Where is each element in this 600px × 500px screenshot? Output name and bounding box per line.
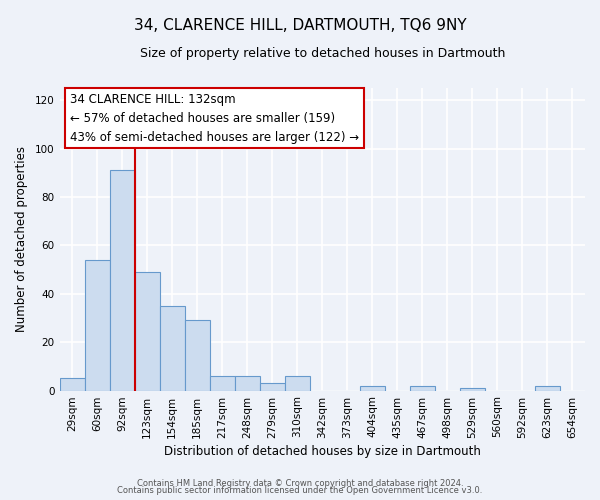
Text: Contains HM Land Registry data © Crown copyright and database right 2024.: Contains HM Land Registry data © Crown c…: [137, 478, 463, 488]
Bar: [110, 170, 134, 390]
Bar: [85, 260, 110, 390]
Bar: [209, 376, 235, 390]
Y-axis label: Number of detached properties: Number of detached properties: [15, 146, 28, 332]
Bar: [185, 320, 209, 390]
Text: 34, CLARENCE HILL, DARTMOUTH, TQ6 9NY: 34, CLARENCE HILL, DARTMOUTH, TQ6 9NY: [134, 18, 466, 32]
Bar: [260, 384, 285, 390]
Bar: [235, 376, 260, 390]
Text: 34 CLARENCE HILL: 132sqm
← 57% of detached houses are smaller (159)
43% of semi-: 34 CLARENCE HILL: 132sqm ← 57% of detach…: [70, 92, 359, 144]
Bar: [410, 386, 435, 390]
Bar: [59, 378, 85, 390]
Text: Contains public sector information licensed under the Open Government Licence v3: Contains public sector information licen…: [118, 486, 482, 495]
Bar: [134, 272, 160, 390]
Bar: [460, 388, 485, 390]
Bar: [160, 306, 185, 390]
Bar: [360, 386, 385, 390]
X-axis label: Distribution of detached houses by size in Dartmouth: Distribution of detached houses by size …: [164, 444, 481, 458]
Title: Size of property relative to detached houses in Dartmouth: Size of property relative to detached ho…: [140, 48, 505, 60]
Bar: [535, 386, 560, 390]
Bar: [285, 376, 310, 390]
